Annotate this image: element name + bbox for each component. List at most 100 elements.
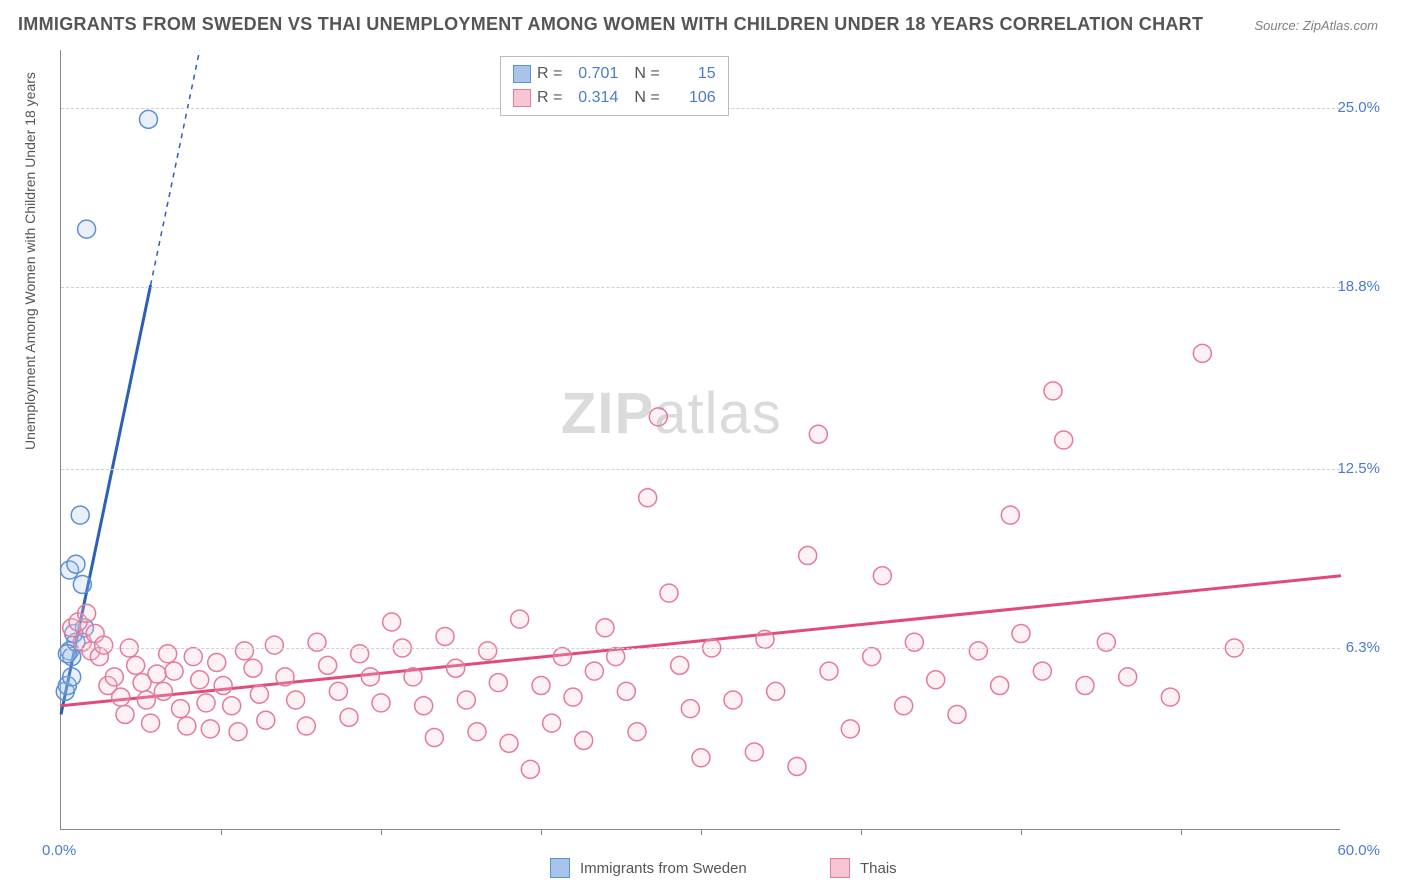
x-axis-min-label: 0.0% [42, 842, 76, 859]
scatter-point [575, 731, 593, 749]
scatter-point [1001, 506, 1019, 524]
scatter-svg [61, 50, 1341, 830]
scatter-point [297, 717, 315, 735]
scatter-point [184, 648, 202, 666]
scatter-point [585, 662, 603, 680]
scatter-point [214, 677, 232, 695]
series-legend-1: Immigrants from Sweden [550, 858, 747, 878]
scatter-point [178, 717, 196, 735]
scatter-point [1193, 344, 1211, 362]
scatter-point [137, 691, 155, 709]
scatter-point [564, 688, 582, 706]
scatter-point [927, 671, 945, 689]
y-tick-label: 6.3% [1320, 639, 1380, 656]
stats-row: R =0.314N =106 [513, 86, 716, 110]
scatter-point [799, 547, 817, 565]
gridline-h [61, 287, 1340, 288]
scatter-point [543, 714, 561, 732]
scatter-point [340, 708, 358, 726]
r-value: 0.314 [568, 86, 618, 110]
n-value: 106 [666, 86, 716, 110]
n-label: N = [634, 86, 659, 110]
scatter-point [73, 575, 91, 593]
scatter-point [1076, 677, 1094, 695]
correlation-stats-legend: R =0.701 N = 15R =0.314 N = 106 [500, 56, 729, 116]
r-label: R = [537, 62, 562, 86]
y-axis-label: Unemployment Among Women with Children U… [22, 72, 38, 450]
source-attribution: Source: ZipAtlas.com [1254, 18, 1378, 33]
scatter-point [67, 555, 85, 573]
scatter-point [809, 425, 827, 443]
scatter-point [671, 656, 689, 674]
scatter-point [521, 760, 539, 778]
scatter-point [223, 697, 241, 715]
series-legend-2: Thais [830, 858, 897, 878]
scatter-point [329, 682, 347, 700]
scatter-point [127, 656, 145, 674]
scatter-point [457, 691, 475, 709]
scatter-point [649, 408, 667, 426]
stats-swatch [513, 65, 531, 83]
scatter-point [112, 688, 130, 706]
scatter-point [1012, 625, 1030, 643]
scatter-point [171, 700, 189, 718]
scatter-point [1044, 382, 1062, 400]
scatter-point [71, 506, 89, 524]
scatter-point [372, 694, 390, 712]
x-tick [861, 829, 862, 835]
stats-row: R =0.701 N = 15 [513, 62, 716, 86]
scatter-point [788, 757, 806, 775]
x-tick [221, 829, 222, 835]
scatter-point [511, 610, 529, 628]
scatter-point [201, 720, 219, 738]
scatter-point [425, 729, 443, 747]
scatter-point [639, 489, 657, 507]
x-tick [701, 829, 702, 835]
scatter-point [1161, 688, 1179, 706]
scatter-point [265, 636, 283, 654]
scatter-point [489, 674, 507, 692]
n-label: N = [634, 62, 659, 86]
scatter-point [319, 656, 337, 674]
scatter-point [436, 627, 454, 645]
scatter-point [250, 685, 268, 703]
gridline-h [61, 648, 1340, 649]
gridline-h [61, 469, 1340, 470]
y-tick-label: 18.8% [1320, 278, 1380, 295]
scatter-point [745, 743, 763, 761]
scatter-point [948, 705, 966, 723]
scatter-point [383, 613, 401, 631]
r-value: 0.701 [568, 62, 618, 86]
scatter-point [660, 584, 678, 602]
scatter-point [139, 110, 157, 128]
scatter-point [553, 648, 571, 666]
scatter-point [78, 220, 96, 238]
scatter-point [1119, 668, 1137, 686]
x-tick [381, 829, 382, 835]
scatter-point [969, 642, 987, 660]
scatter-point [116, 705, 134, 723]
scatter-point [191, 671, 209, 689]
scatter-point [148, 665, 166, 683]
scatter-point [208, 653, 226, 671]
scatter-point [95, 636, 113, 654]
scatter-point [257, 711, 275, 729]
scatter-point [607, 648, 625, 666]
scatter-point [63, 668, 81, 686]
scatter-point [415, 697, 433, 715]
scatter-point [287, 691, 305, 709]
scatter-point [1055, 431, 1073, 449]
plot-area: ZIPatlas [60, 50, 1340, 830]
y-tick-label: 12.5% [1320, 460, 1380, 477]
scatter-point [229, 723, 247, 741]
scatter-point [468, 723, 486, 741]
x-tick [541, 829, 542, 835]
scatter-point [681, 700, 699, 718]
legend-swatch-1 [550, 858, 570, 878]
scatter-point [820, 662, 838, 680]
x-tick [1181, 829, 1182, 835]
chart-title: IMMIGRANTS FROM SWEDEN VS THAI UNEMPLOYM… [18, 14, 1203, 35]
n-value: 15 [666, 62, 716, 86]
scatter-point [692, 749, 710, 767]
scatter-point [756, 630, 774, 648]
